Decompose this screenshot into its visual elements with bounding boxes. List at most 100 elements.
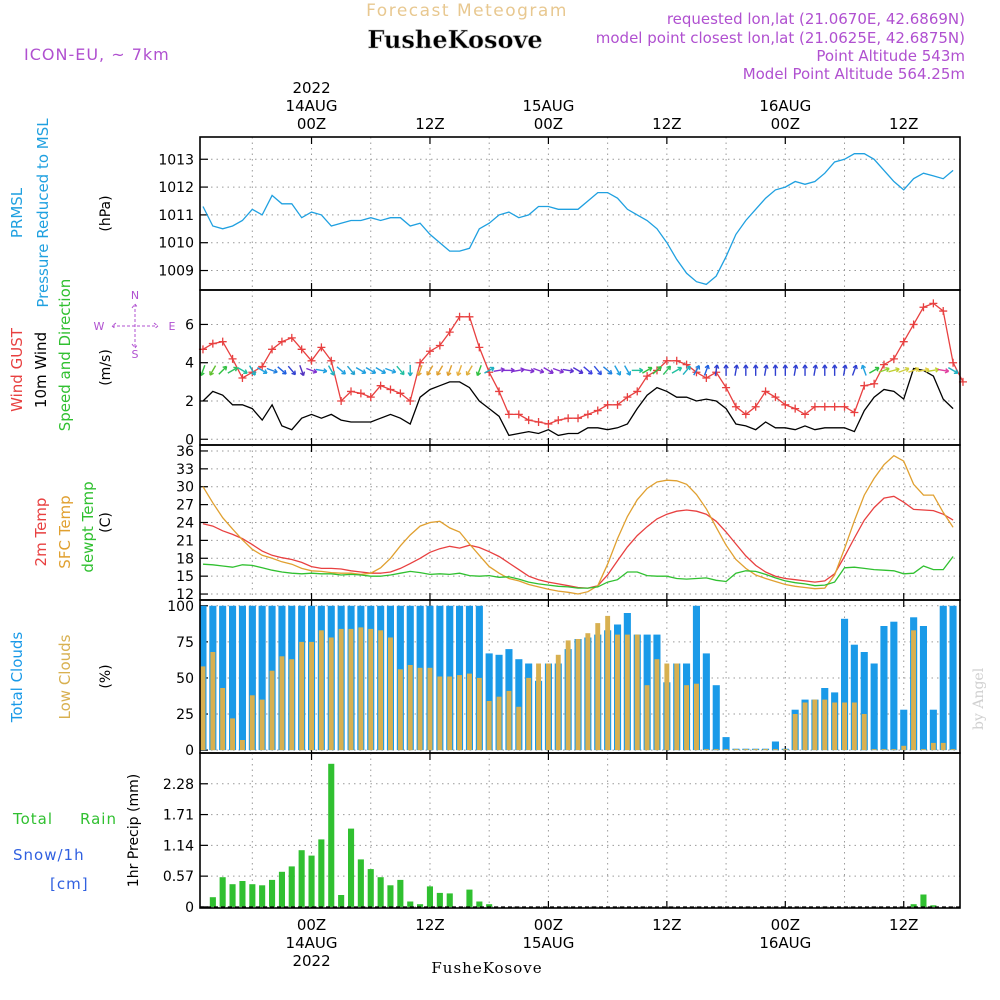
wind-arrow-shaft — [652, 366, 662, 375]
y-tick-label: 21 — [176, 533, 194, 549]
bar — [585, 633, 591, 751]
panel-clouds: 0 25 50 75 100 (%) — [98, 599, 961, 759]
wind-arrow-head — [426, 371, 432, 376]
y-axis-label: (%) — [98, 664, 114, 688]
wind-arrow — [552, 367, 565, 374]
panel-frame — [199, 136, 961, 291]
y-tick-label: 1013 — [158, 152, 194, 168]
label-total: Total — [12, 810, 53, 828]
bar — [891, 749, 897, 751]
wind-arrow — [277, 366, 287, 375]
bar — [238, 605, 246, 751]
time-label-bottom: 2022 — [292, 952, 330, 970]
wind-arrow-head — [330, 371, 335, 376]
gust-point — [860, 381, 869, 390]
model-altitude: Model Point Altitude 564.25m — [743, 65, 965, 83]
y-tick-label: 75 — [176, 635, 194, 651]
wind-arrow — [209, 365, 217, 376]
wind-arrow-head — [782, 364, 789, 369]
wind-arrow — [436, 365, 444, 376]
wind-arrow-shaft — [466, 365, 473, 376]
wind-arrow-head — [569, 368, 575, 374]
wind-arrow-shaft — [457, 364, 463, 376]
bar — [219, 877, 226, 907]
gust-point — [850, 408, 859, 417]
wind-arrow-head — [416, 371, 422, 377]
wind-arrow-shaft — [917, 368, 930, 373]
wind-arrow-head — [802, 364, 808, 369]
bar — [209, 897, 216, 907]
bar — [348, 828, 355, 907]
gust-point — [830, 402, 839, 411]
y-tick-label: 2 — [185, 394, 194, 410]
gust-point — [771, 393, 780, 402]
wind-arrow — [782, 364, 789, 376]
bar — [930, 905, 937, 907]
wind-arrow-shaft — [266, 367, 278, 373]
bar — [377, 877, 384, 907]
bar — [299, 641, 305, 751]
label-dewpt-temp: dewpt Temp — [79, 481, 97, 572]
wind-arrow-shaft — [200, 364, 206, 376]
bar — [338, 628, 344, 751]
wind-arrow-head — [391, 368, 397, 374]
wind-arrow — [365, 367, 377, 374]
wind-arrow-head — [895, 367, 900, 373]
wind-arrow — [802, 364, 808, 376]
bar — [259, 885, 266, 907]
compass-e: E — [169, 320, 176, 333]
gust-point — [258, 362, 267, 371]
bar — [950, 749, 956, 751]
wind-arrow-head — [607, 369, 613, 375]
wind-arrow-shaft — [447, 364, 453, 376]
bar — [949, 605, 957, 751]
wind-arrow-head — [743, 364, 749, 369]
wind-arrow — [396, 365, 405, 376]
y-tick-label: 1009 — [158, 264, 194, 280]
wind-arrow-head — [852, 364, 858, 370]
wind-arrow-head — [381, 369, 387, 374]
gust-point — [495, 387, 504, 396]
bar — [308, 855, 315, 907]
bar — [338, 895, 345, 907]
bar — [279, 656, 285, 751]
bar — [446, 893, 453, 907]
time-label-top: 12Z — [889, 115, 918, 133]
wind-arrow-shaft — [287, 365, 296, 376]
wind-arrow-head — [549, 369, 554, 374]
wind-arrow-head — [822, 364, 828, 369]
bar — [842, 702, 847, 751]
gust-point — [396, 389, 405, 398]
gust-point — [465, 312, 474, 321]
wind-arrow-shaft — [869, 367, 880, 374]
wind-arrow-shaft — [436, 365, 444, 376]
y-tick-label: 24 — [176, 516, 194, 532]
bar — [486, 701, 492, 751]
wind-arrow — [860, 364, 867, 376]
bar — [348, 628, 354, 751]
bar — [743, 749, 749, 751]
wind-arrow — [831, 364, 838, 376]
wind-arrow-head — [704, 364, 710, 370]
bar — [822, 699, 828, 751]
wind-arrow-head — [874, 366, 880, 372]
wind-arrow-shaft — [248, 365, 256, 376]
gust-point — [870, 379, 879, 388]
wind-arrow-shaft — [763, 364, 768, 376]
gust-point — [544, 419, 553, 428]
label-total-clouds: Total Clouds — [8, 632, 26, 724]
wind-arrow-head — [597, 370, 602, 376]
bar — [318, 630, 324, 751]
gust-point — [347, 387, 356, 396]
bar — [595, 623, 601, 751]
bar — [289, 659, 295, 751]
wind-arrow-head — [831, 364, 838, 369]
wind-arrow-head — [686, 365, 691, 371]
y-tick-label: 25 — [176, 707, 194, 723]
bar — [447, 676, 453, 751]
bar — [920, 894, 927, 907]
bar — [910, 904, 917, 907]
wind-arrow-shaft — [385, 367, 396, 373]
time-label-top: 2022 — [292, 79, 330, 97]
